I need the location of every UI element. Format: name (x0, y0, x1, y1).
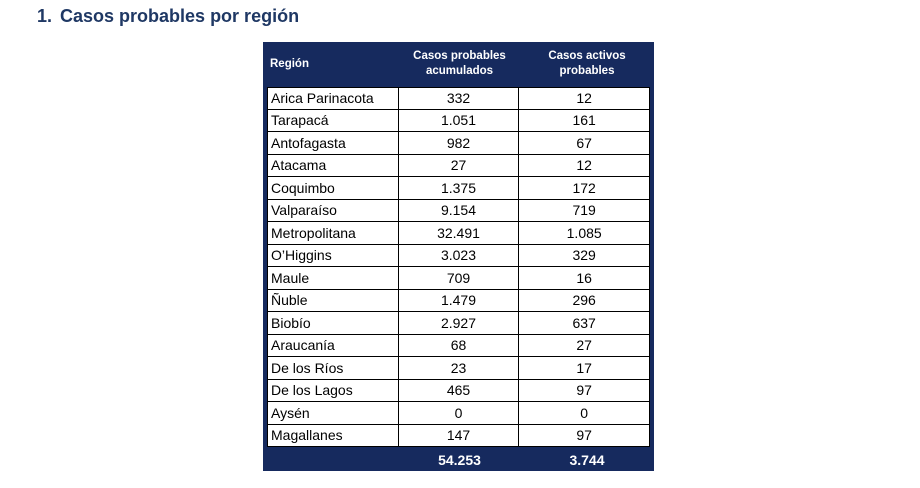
cell-activos: 329 (519, 244, 650, 266)
table-row: Valparaíso 9.154 719 (267, 199, 650, 222)
cell-activos: 17 (519, 357, 650, 379)
cell-region: O’Higgins (268, 244, 399, 266)
cell-region: Coquimbo (268, 177, 399, 199)
cell-acumulados: 2.927 (399, 312, 520, 334)
cell-region: Antofagasta (268, 132, 399, 154)
cell-region: Aysén (268, 402, 399, 424)
table-row: De los Lagos 465 97 (267, 379, 650, 402)
cell-region: Metropolitana (268, 222, 399, 244)
cell-activos: 1.085 (519, 222, 650, 244)
table-row: Atacama 27 12 (267, 154, 650, 177)
cell-acumulados: 23 (399, 357, 520, 379)
cases-table: Región Casos probables acumulados Casos … (263, 42, 654, 471)
table-row: Biobío 2.927 637 (267, 312, 650, 335)
table-header-row: Región Casos probables acumulados Casos … (263, 42, 654, 86)
cell-region: De los Ríos (268, 357, 399, 379)
cell-activos: 97 (519, 379, 650, 401)
cell-acumulados: 9.154 (399, 199, 520, 221)
header-acumulados: Casos probables acumulados (413, 50, 506, 77)
cell-region: Araucanía (268, 334, 399, 356)
cell-activos: 27 (519, 334, 650, 356)
cell-activos: 172 (519, 177, 650, 199)
total-label (263, 448, 399, 471)
cell-acumulados: 709 (399, 267, 520, 289)
cell-acumulados: 332 (399, 88, 520, 109)
cell-activos: 97 (519, 424, 650, 446)
cell-acumulados: 0 (399, 402, 520, 424)
cell-region: Ñuble (268, 289, 399, 311)
cell-activos: 637 (519, 312, 650, 334)
table-total-row: 54.253 3.744 (263, 448, 654, 471)
table-row: Aysén 0 0 (267, 402, 650, 425)
cell-activos: 12 (519, 154, 650, 176)
total-acumulados: 54.253 (438, 451, 481, 468)
cell-activos: 719 (519, 199, 650, 221)
cell-acumulados: 3.023 (399, 244, 520, 266)
cell-acumulados: 1.479 (399, 289, 520, 311)
cell-acumulados: 1.375 (399, 177, 520, 199)
cell-region: Atacama (268, 154, 399, 176)
section-title: 1. Casos probables por región (37, 6, 299, 27)
table-row: Araucanía 68 27 (267, 334, 650, 357)
cell-acumulados: 1.051 (399, 109, 520, 131)
cell-acumulados: 465 (399, 379, 520, 401)
cell-region: Valparaíso (268, 199, 399, 221)
cell-region: Maule (268, 267, 399, 289)
cell-activos: 67 (519, 132, 650, 154)
table-row: Antofagasta 982 67 (267, 132, 650, 155)
total-activos: 3.744 (569, 451, 605, 468)
table-row: Coquimbo 1.375 172 (267, 177, 650, 200)
table-row: Magallanes 147 97 (267, 424, 650, 447)
table-row: Metropolitana 32.491 1.085 (267, 222, 650, 245)
cell-region: Tarapacá (268, 109, 399, 131)
cell-acumulados: 68 (399, 334, 520, 356)
cell-activos: 161 (519, 109, 650, 131)
cell-region: De los Lagos (268, 379, 399, 401)
cell-activos: 0 (519, 402, 650, 424)
cell-acumulados: 27 (399, 154, 520, 176)
header-activos: Casos activos probables (548, 50, 626, 77)
cell-activos: 296 (519, 289, 650, 311)
cell-activos: 12 (519, 88, 650, 109)
section-title-text: Casos probables por región (60, 6, 300, 26)
table-row: O’Higgins 3.023 329 (267, 244, 650, 267)
table-body: Arica Parinacota 332 12 Tarapacá 1.051 161 Ant… (267, 87, 650, 447)
cell-activos: 16 (519, 267, 650, 289)
table-row: Ñuble 1.479 296 (267, 289, 650, 312)
cell-acumulados: 32.491 (399, 222, 520, 244)
cell-region: Biobío (268, 312, 399, 334)
table-row: Tarapacá 1.051 161 (267, 109, 650, 132)
cell-region: Arica Parinacota (268, 88, 399, 109)
cell-acumulados: 147 (399, 424, 520, 446)
table-row: De los Ríos 23 17 (267, 357, 650, 380)
header-region: Región (270, 57, 309, 70)
cell-acumulados: 982 (399, 132, 520, 154)
section-number: 1. (37, 6, 53, 26)
table-row: Maule 709 16 (267, 267, 650, 290)
table-row: Arica Parinacota 332 12 (267, 87, 650, 110)
cell-region: Magallanes (268, 424, 399, 446)
